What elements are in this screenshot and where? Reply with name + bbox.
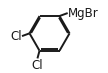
Text: Cl: Cl xyxy=(10,30,22,43)
Text: Cl: Cl xyxy=(32,59,43,72)
Text: MgBr: MgBr xyxy=(68,7,99,20)
